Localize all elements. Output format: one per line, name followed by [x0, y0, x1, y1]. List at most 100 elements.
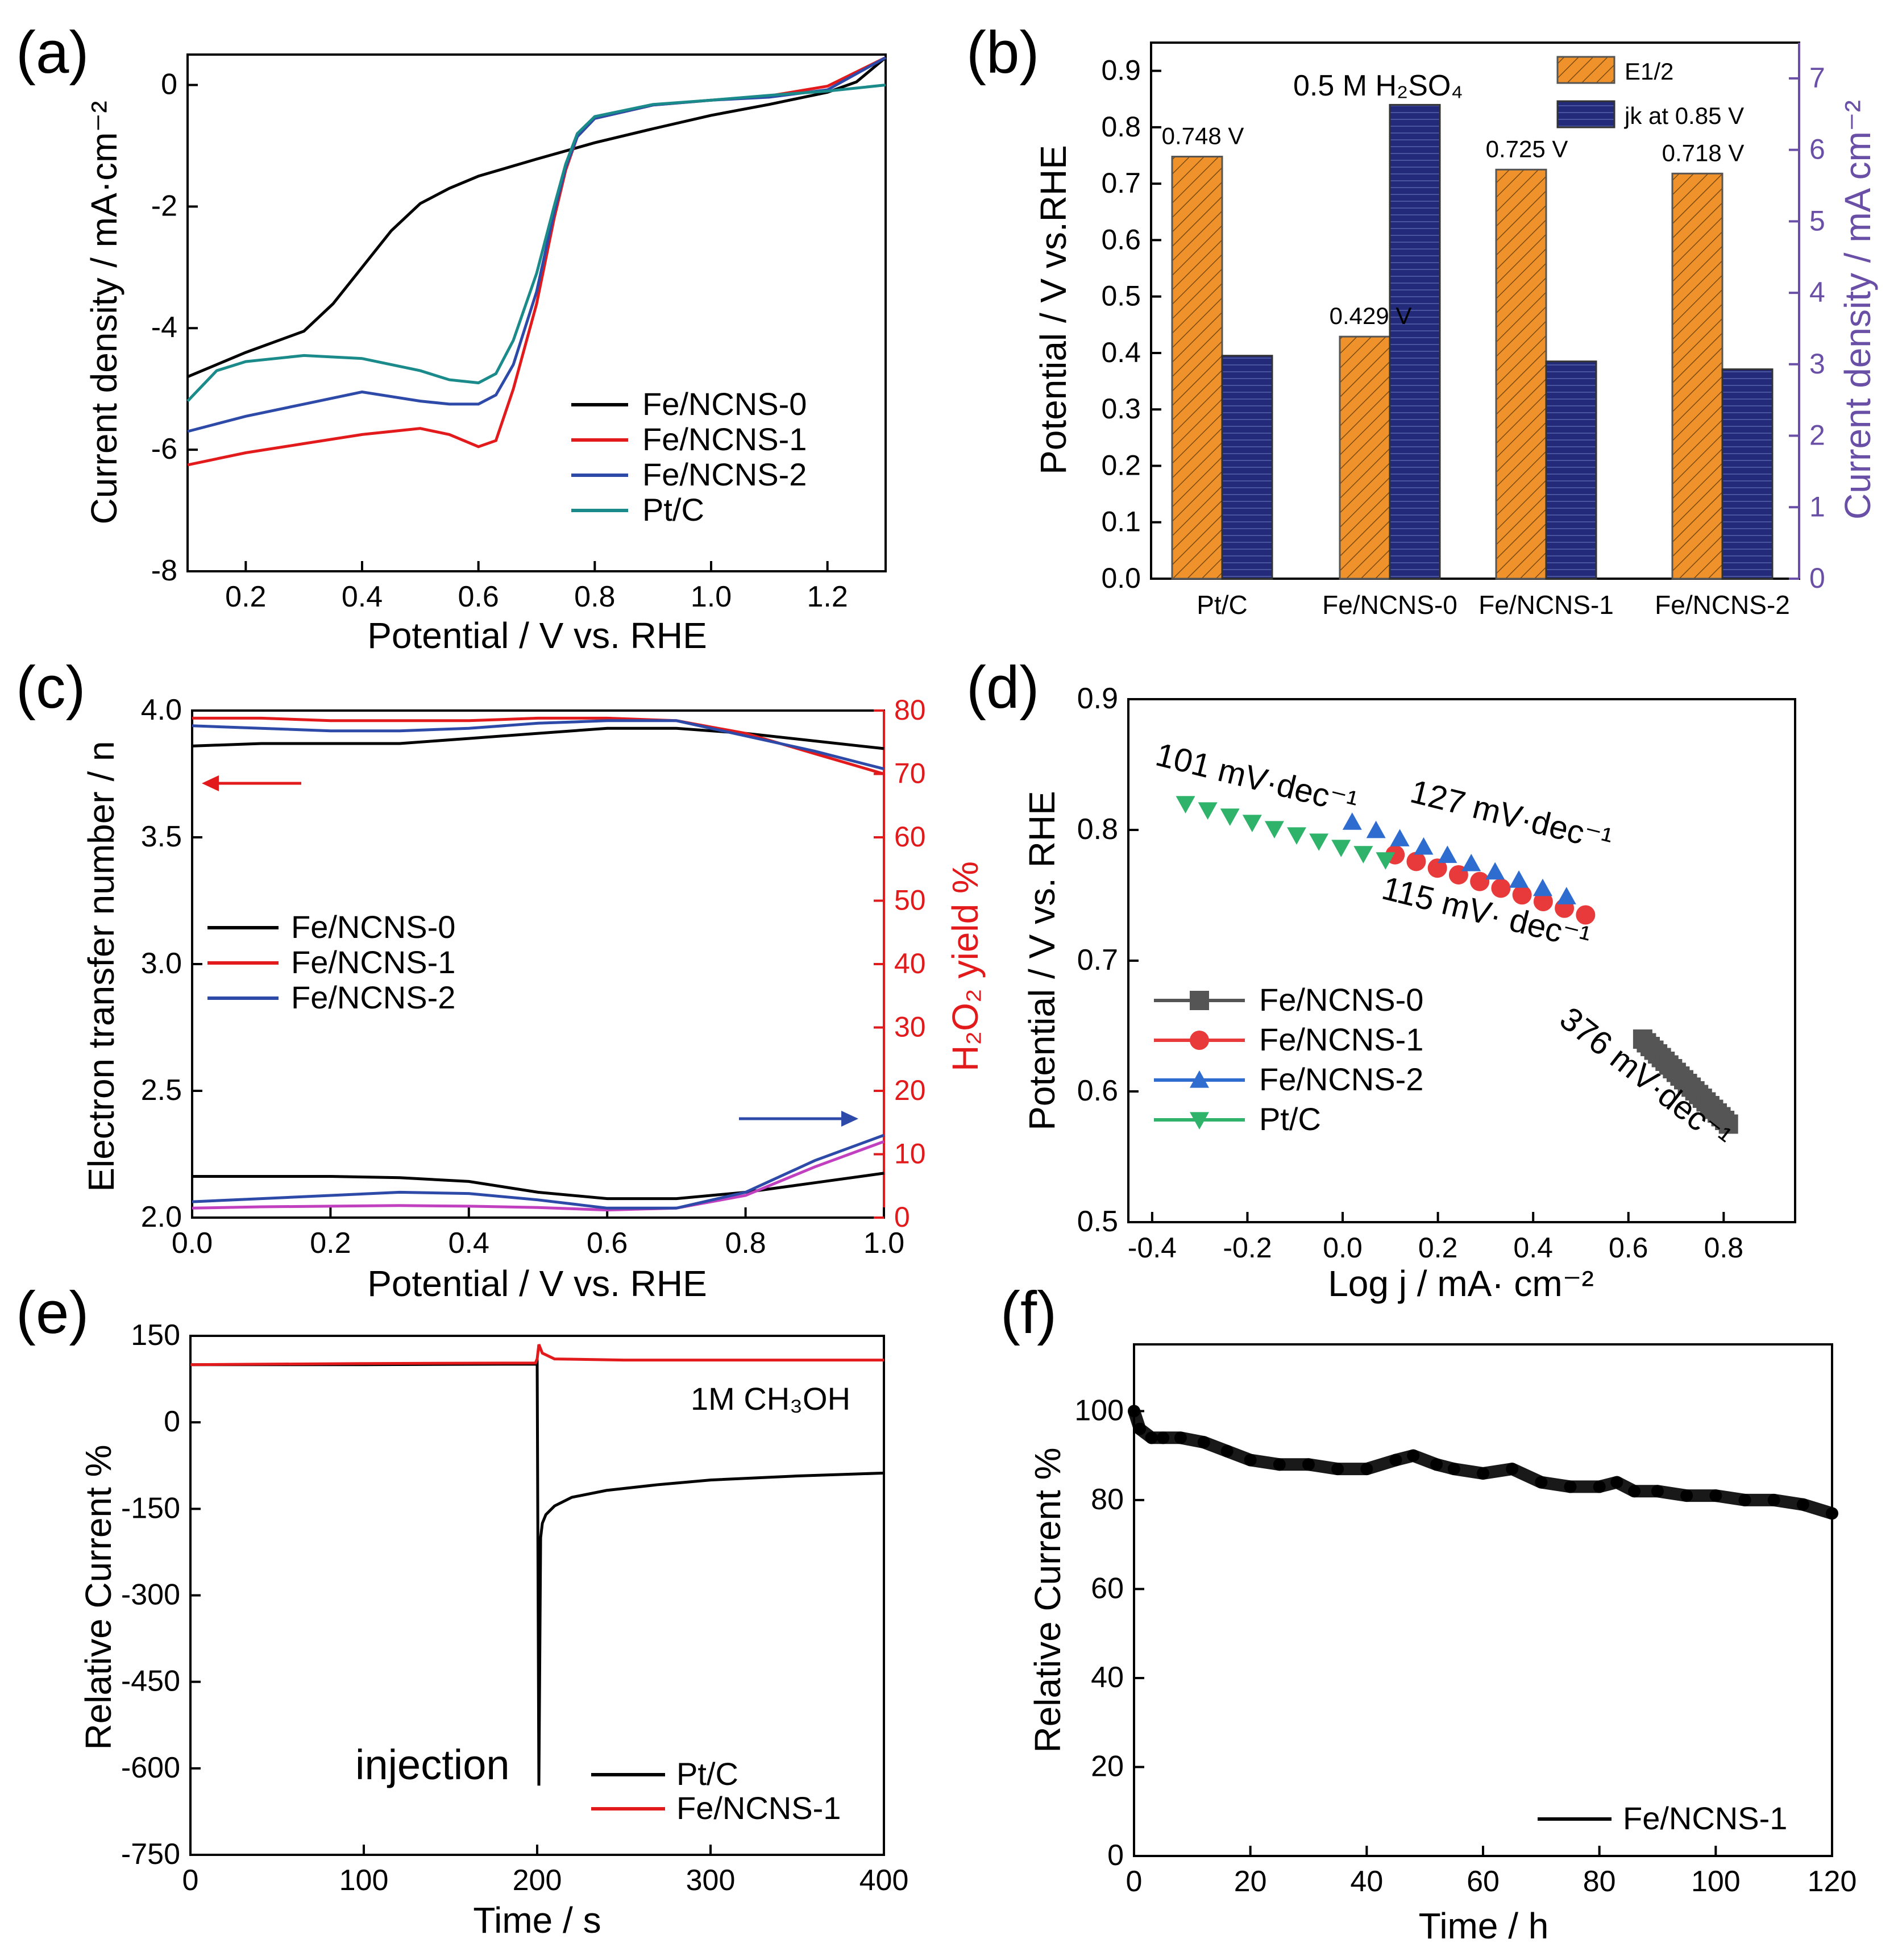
- panel-c-xtick-label: 0.0: [172, 1227, 213, 1260]
- panel-a-axes: [186, 53, 887, 572]
- panel-d-ylabel: Potential / V vs. RHE: [1021, 791, 1062, 1131]
- panel-d-point: [1438, 845, 1457, 863]
- panel-d-ytick-label: 0.7: [1077, 944, 1118, 977]
- panel-f-legend-label: Fe/NCNS-1: [1623, 1800, 1787, 1836]
- panel-e-xtick-label: 400: [859, 1864, 909, 1897]
- panel-a-xlabel: Potential / V vs. RHE: [367, 615, 707, 656]
- panel-f-axes: [1133, 1343, 1833, 1857]
- panel-d-point: [1331, 840, 1351, 857]
- panel-f: 0 20 40 60 80 100 120 0 20 40 60 80 100 Fe/NCNS-1 Time…: [1027, 1343, 1857, 1946]
- panel-b-ytick-label: 0.9: [1101, 55, 1141, 86]
- panel-d-xtick-label: 0.2: [1418, 1232, 1458, 1264]
- panel-d-point: [1491, 878, 1511, 898]
- panel-b-bar-jk: [1389, 103, 1441, 580]
- panel-d-point: [1576, 905, 1596, 925]
- panel-b-ytick-label: 0.7: [1101, 167, 1141, 199]
- panel-label-a: (a): [16, 19, 89, 86]
- panel-c-ytick-label: 3.0: [141, 947, 182, 980]
- figure-layer: 0.2 0.4 0.6 0.8 1.0 1.2 0 -2 -4 -6 -8 Potential / V…: [16, 19, 1878, 1946]
- panel-b-bar-e12: [1495, 168, 1547, 580]
- panel-e-ylabel: Relative Current %: [78, 1444, 119, 1750]
- panel-b-right-ytick-label: 2: [1809, 420, 1825, 451]
- panel-b-bar-e12: [1339, 335, 1391, 580]
- panel-d-point: [1512, 885, 1532, 905]
- panel-label-f: (f): [1000, 1280, 1057, 1346]
- panel-b-ytick-label: 0.8: [1101, 111, 1141, 143]
- panel-d-point: [1406, 852, 1426, 871]
- panel-b-ytick-label: 0.4: [1101, 337, 1141, 368]
- panel-d-point: [1220, 808, 1240, 826]
- panel-d-point: [1427, 858, 1447, 878]
- panel-a-xtick-label: 0.4: [342, 580, 383, 613]
- panel-c-right-ytick-label: 10: [894, 1138, 926, 1170]
- panel-d-legend-label: Fe/NCNS-0: [1259, 982, 1423, 1018]
- panel-c-series-line: [192, 1133, 884, 1210]
- panel-a-legend-label: Fe/NCNS-2: [642, 456, 807, 492]
- panel-b-ytick-label: 0.1: [1101, 506, 1141, 538]
- panel-c-xtick-label: 0.6: [587, 1227, 628, 1260]
- panel-e: 0 100 200 300 400 150 0 -150 -300 -450 -600 -750 1M …: [78, 1319, 908, 1941]
- panel-a: 0.2 0.4 0.6 0.8 1.0 1.2 0 -2 -4 -6 -8 Potential / V…: [84, 53, 887, 656]
- panel-e-ytick-label: -750: [121, 1838, 180, 1871]
- panel-d-annotation-fe0: 376 mV·dec⁻¹: [1553, 1000, 1738, 1156]
- panel-b-right-ytick-label: 4: [1809, 276, 1825, 308]
- panel-c-right-ytick-label: 40: [894, 948, 926, 979]
- panel-a-xtick-label: 0.2: [225, 580, 266, 613]
- panel-b-category-label: Fe/NCNS-1: [1478, 590, 1614, 620]
- panel-a-ytick-label: -6: [151, 433, 177, 466]
- panel-b-bar-jk: [1721, 368, 1774, 580]
- panel-e-ytick-label: 0: [164, 1405, 180, 1438]
- panel-e-series-line: [190, 1344, 884, 1367]
- panel-f-ytick-label: 100: [1074, 1394, 1124, 1427]
- panel-c-xtick-label: 0.2: [310, 1227, 351, 1260]
- panel-f-xtick-label: 120: [1808, 1865, 1857, 1898]
- panel-b-legend-swatch-jk: [1556, 100, 1615, 128]
- panel-b-bar-value-label: 0.725 V: [1486, 135, 1568, 162]
- panel-c-right-ytick-label: 30: [894, 1011, 926, 1043]
- panel-a-xtick-label: 0.8: [574, 580, 615, 613]
- panel-e-ytick-label: -450: [121, 1665, 180, 1698]
- panel-b-ylabel: Potential / V vs.RHE: [1033, 145, 1074, 475]
- panel-e-xtick-label: 200: [513, 1864, 562, 1897]
- panel-c-ytick-label: 4.0: [141, 694, 182, 726]
- panel-b-ytick-label: 0.5: [1101, 280, 1141, 312]
- panel-b-ytick-label: 0.2: [1101, 449, 1141, 481]
- panel-f-xtick-label: 0: [1126, 1865, 1143, 1898]
- panel-c-right-ytick-label: 0: [894, 1201, 910, 1233]
- panel-e-ytick-label: -150: [121, 1492, 180, 1525]
- panel-c-right-ytick-label: 60: [894, 821, 926, 853]
- panel-d-point: [1264, 821, 1284, 838]
- panel-e-legend-label: Pt/C: [676, 1756, 738, 1792]
- panel-d-xtick-label: 0.4: [1513, 1232, 1553, 1264]
- panel-b-right-ytick-label: 7: [1809, 62, 1825, 94]
- panel-a-legend-label: Pt/C: [642, 492, 704, 528]
- panel-f-xtick-label: 60: [1467, 1865, 1500, 1898]
- panel-b-legend-label-jk: jk at 0.85 V: [1623, 102, 1744, 129]
- panel-d: -0.4 -0.2 0.0 0.2 0.4 0.6 0.80.50.60.70.80.910…: [1021, 682, 1796, 1304]
- panel-c-series-line: [192, 1140, 884, 1212]
- panel-d-point: [1242, 815, 1262, 832]
- panel-d-point: [1390, 829, 1410, 846]
- panel-b-right-ytick-label: 1: [1809, 491, 1825, 522]
- panel-d-legend-marker: [1190, 1070, 1209, 1088]
- panel-d-point: [1287, 827, 1307, 845]
- panel-b-bar-value-label: 0.718 V: [1662, 139, 1745, 166]
- panel-b-category-label: Pt/C: [1197, 590, 1247, 620]
- panel-a-ylabel: Current density / mA·cm⁻²: [84, 101, 124, 524]
- panel-d-point: [1353, 846, 1373, 863]
- panel-d-xtick-label: 0.0: [1323, 1232, 1363, 1264]
- panel-c: 0.0 0.2 0.4 0.6 0.8 1.0 2.0 2.5 3.0 3.5 4.0 0 10 20 30…: [81, 694, 986, 1304]
- panel-b-right-ytick-label: 0: [1809, 562, 1825, 594]
- panel-c-legend-label: Fe/NCNS-0: [291, 909, 455, 945]
- panel-c-right-ytick-label: 80: [894, 694, 926, 726]
- panel-d-ytick-label: 0.5: [1077, 1205, 1118, 1238]
- panel-b-bar-e12: [1171, 156, 1223, 580]
- panel-c-right-ytick-label: 50: [894, 885, 926, 916]
- panel-d-point: [1461, 854, 1481, 871]
- panel-c-xtick-label: 0.8: [725, 1227, 766, 1260]
- panel-e-ytick-label: -300: [121, 1579, 180, 1612]
- panel-c-series-line: [192, 726, 884, 750]
- panel-d-point: [1485, 862, 1505, 880]
- panel-c-left-arrow-head: [202, 775, 219, 791]
- panel-b-right-ytick-label: 5: [1809, 205, 1825, 236]
